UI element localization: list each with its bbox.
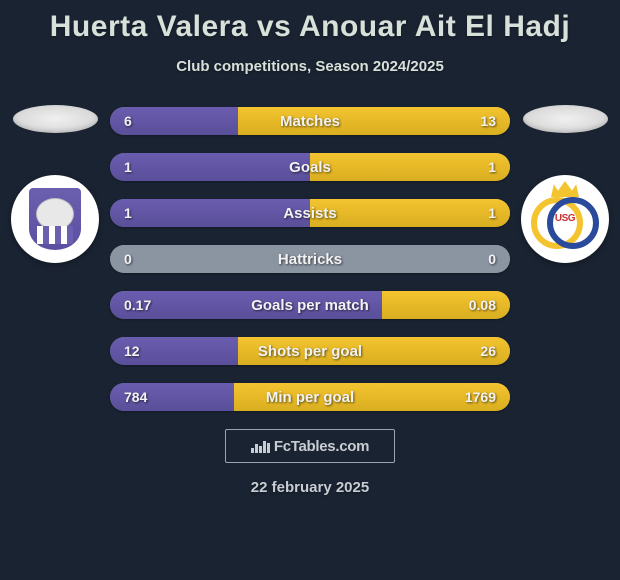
stat-bar-right xyxy=(238,107,510,135)
stat-value-right: 1 xyxy=(488,159,496,175)
stat-row: 784 Min per goal 1769 xyxy=(110,383,510,411)
stat-value-right: 13 xyxy=(480,113,496,129)
stat-label: Goals per match xyxy=(251,297,369,314)
stat-value-right: 0 xyxy=(488,251,496,267)
stat-value-right: 1 xyxy=(488,205,496,221)
stat-row: 6 Matches 13 xyxy=(110,107,510,135)
club-badge-right: USG xyxy=(521,175,609,263)
player-photo-placeholder-left xyxy=(13,105,98,133)
stat-value-left: 784 xyxy=(124,389,147,405)
stat-value-left: 1 xyxy=(124,159,132,175)
club-badge-left xyxy=(11,175,99,263)
credit-text: FcTables.com xyxy=(274,438,369,455)
crown-icon xyxy=(551,181,579,197)
stat-label: Goals xyxy=(289,159,331,176)
right-player-column: USG xyxy=(510,105,620,263)
stat-row: 0.17 Goals per match 0.08 xyxy=(110,291,510,319)
stat-value-left: 6 xyxy=(124,113,132,129)
badge-monogram: USG xyxy=(555,213,575,224)
stat-label: Assists xyxy=(283,205,336,222)
stat-value-right: 1769 xyxy=(465,389,496,405)
stat-bar-left xyxy=(110,199,310,227)
stat-value-left: 0.17 xyxy=(124,297,151,313)
player-photo-placeholder-right xyxy=(523,105,608,133)
stat-value-right: 26 xyxy=(480,343,496,359)
footer-date: 22 february 2025 xyxy=(251,479,369,496)
stats-column: 6 Matches 13 1 Goals 1 1 Assists 1 0 Hattricks 0 0.1… xyxy=(110,105,510,411)
rings-icon: USG xyxy=(533,183,597,255)
stat-bar-right xyxy=(310,153,510,181)
stat-row: 1 Assists 1 xyxy=(110,199,510,227)
credit-badge: FcTables.com xyxy=(225,429,395,463)
stat-label: Matches xyxy=(280,113,340,130)
stat-row: 0 Hattricks 0 xyxy=(110,245,510,273)
stat-value-left: 12 xyxy=(124,343,140,359)
stat-label: Hattricks xyxy=(278,251,342,268)
stat-label: Min per goal xyxy=(266,389,354,406)
stat-bar-right xyxy=(310,199,510,227)
stat-label: Shots per goal xyxy=(258,343,362,360)
shield-icon xyxy=(27,186,83,252)
comparison-infographic: Huerta Valera vs Anouar Ait El Hadj Club… xyxy=(0,0,620,580)
stat-bar-left xyxy=(110,153,310,181)
stat-value-right: 0.08 xyxy=(469,297,496,313)
page-title: Huerta Valera vs Anouar Ait El Hadj xyxy=(50,10,570,44)
stat-row: 12 Shots per goal 26 xyxy=(110,337,510,365)
subtitle: Club competitions, Season 2024/2025 xyxy=(176,58,444,75)
left-player-column xyxy=(0,105,110,263)
stat-row: 1 Goals 1 xyxy=(110,153,510,181)
stat-value-left: 1 xyxy=(124,205,132,221)
stat-value-left: 0 xyxy=(124,251,132,267)
barchart-icon xyxy=(251,439,270,453)
main-row: 6 Matches 13 1 Goals 1 1 Assists 1 0 Hattricks 0 0.1… xyxy=(0,105,620,411)
